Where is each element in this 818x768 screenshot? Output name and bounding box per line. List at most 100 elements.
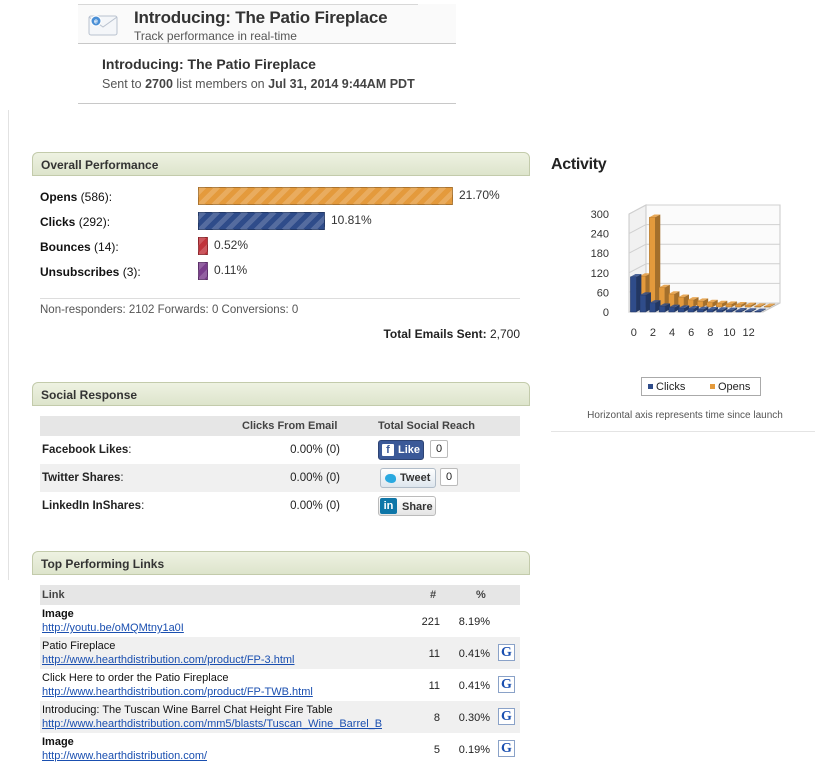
- metric-bar-opens: [198, 187, 453, 205]
- bar-opens: [735, 304, 742, 308]
- google-analytics-icon[interactable]: G: [498, 644, 515, 661]
- link-row: Image http://youtu.be/oMQMtny1a0I 221 8.19%: [40, 605, 520, 637]
- chart-legend: Clicks Opens: [641, 377, 761, 396]
- tweet-label: Tweet: [400, 472, 431, 484]
- x-tick-label: 0: [631, 327, 637, 339]
- metric-pct-clicks: 10.81%: [331, 213, 372, 227]
- social-clicks-value: 0.00% (0): [290, 444, 340, 456]
- link-title: Image: [42, 736, 74, 748]
- bar-top-clicks: [659, 303, 671, 307]
- bar-top-opens: [745, 302, 757, 306]
- link-click-pct: 8.19%: [458, 616, 490, 628]
- metric-bar-unsubscribes: [198, 262, 208, 280]
- social-name: LinkedIn InShares:: [42, 500, 145, 512]
- metric-label-clicks: Clicks (292):: [40, 215, 110, 229]
- bar-top-clicks: [754, 308, 766, 312]
- y-tick-label: 240: [591, 229, 609, 241]
- link-click-pct: 0.19%: [458, 744, 490, 756]
- campaign-card: Introducing: The Patio Fireplace Sent to…: [78, 44, 456, 104]
- bar-top-opens: [706, 299, 718, 303]
- gridline-side: [628, 243, 647, 254]
- social-row-facebook-likes: Facebook Likes: 0.00% (0) f Like 0: [40, 436, 520, 464]
- link-url[interactable]: http://youtu.be/oMQMtny1a0I: [42, 622, 184, 634]
- social-name-suffix: :: [120, 472, 124, 484]
- bar-top-opens: [716, 300, 728, 304]
- links-table-header: Link # %: [40, 585, 520, 605]
- metric-label-opens: Opens (586):: [40, 190, 112, 204]
- x-tick-label: 8: [707, 327, 713, 339]
- like-label: Like: [398, 444, 421, 456]
- facebook-like-button[interactable]: f Like: [378, 440, 424, 460]
- metric-count: (14):: [90, 240, 119, 254]
- metric-count: (3):: [119, 265, 141, 279]
- link-title: Image: [42, 608, 74, 620]
- page-subtitle: Track performance in real-time: [134, 29, 297, 43]
- bar-top-clicks: [745, 308, 757, 312]
- bar-side-clicks: [751, 308, 757, 312]
- bar-clicks: [725, 310, 733, 313]
- activity-divider: [551, 431, 815, 432]
- bar-clicks: [687, 308, 695, 313]
- bar-opens: [725, 303, 733, 308]
- bar-side-clicks: [722, 307, 728, 312]
- link-row: Click Here to order the Patio Fireplace h…: [40, 669, 520, 701]
- total-label: Total Emails Sent:: [383, 327, 487, 341]
- link-click-count: 11: [428, 648, 440, 660]
- col-clicks-from-email: Clicks From Email: [242, 420, 338, 432]
- bar-top-clicks: [697, 306, 709, 310]
- legend-opens-swatch: [710, 384, 715, 389]
- google-analytics-icon[interactable]: G: [498, 708, 515, 725]
- bar-side-clicks: [741, 307, 747, 312]
- bar-top-opens: [725, 301, 737, 305]
- bar-top-opens: [764, 303, 776, 307]
- social-name: Facebook Likes:: [42, 444, 132, 456]
- link-click-count: 5: [433, 744, 440, 756]
- left-divider: [8, 110, 9, 580]
- chart-axis-note: Horizontal axis represents time since la…: [587, 410, 783, 421]
- page-title: Introducing: The Patio Fireplace: [134, 8, 388, 27]
- google-analytics-icon[interactable]: G: [498, 740, 515, 757]
- bar-top-opens: [668, 291, 680, 294]
- top-links-heading: Top Performing Links: [32, 551, 530, 575]
- non-responders-text: Non-responders: 2102 Forwards: 0 Convers…: [40, 304, 299, 316]
- facebook-like-count: 0: [430, 440, 448, 458]
- bar-side-clicks: [703, 306, 709, 312]
- bar-top-opens: [754, 303, 766, 307]
- link-row: Image http://www.hearthdistribution.com/5…: [40, 733, 520, 765]
- legend-clicks-label: Clicks: [656, 381, 686, 393]
- link-url[interactable]: http://www.hearthdistribution.com/produc…: [42, 654, 295, 666]
- google-analytics-icon[interactable]: G: [498, 676, 515, 693]
- social-response-heading: Social Response: [32, 382, 530, 406]
- linkedin-icon: in: [380, 498, 397, 514]
- link-url[interactable]: http://www.hearthdistribution.com/mm5/bl…: [42, 718, 383, 730]
- campaign-title: Introducing: The Patio Fireplace: [102, 56, 316, 72]
- metric-name: Clicks: [40, 215, 76, 229]
- bar-side-opens: [731, 301, 737, 308]
- twitter-bird-icon: [385, 474, 396, 483]
- bar-side-opens: [712, 299, 718, 308]
- link-click-count: 8: [433, 712, 440, 724]
- metric-pct-opens: 21.70%: [459, 188, 500, 202]
- gridline-side: [628, 224, 647, 235]
- bar-top-clicks: [678, 305, 690, 309]
- metric-pct-unsubscribes: 0.11%: [214, 263, 248, 277]
- link-row: Patio Fireplace http://www.hearthdistribu…: [40, 637, 520, 669]
- link-url[interactable]: http://www.hearthdistribution.com/: [42, 750, 208, 762]
- bar-top-opens: [639, 273, 651, 277]
- sent-date: Jul 31, 2014 9:44AM PDT: [268, 77, 415, 91]
- bar-clicks: [697, 309, 704, 313]
- linkedin-share-button[interactable]: in Share: [378, 496, 436, 516]
- link-url[interactable]: http://www.hearthdistribution.com/produc…: [42, 686, 313, 698]
- legend-opens-label: Opens: [718, 381, 751, 393]
- bar-top-clicks: [735, 307, 747, 311]
- bar-side-opens: [741, 302, 747, 308]
- bar-opens: [754, 305, 761, 308]
- bar-top-clicks: [716, 307, 728, 311]
- campaign-sent-line: Sent to 2700 list members on Jul 31, 201…: [102, 77, 415, 91]
- col-link: Link: [42, 589, 65, 601]
- x-tick-label: 10: [723, 327, 735, 339]
- tweet-button[interactable]: Tweet: [380, 468, 436, 488]
- x-tick-label: 2: [650, 327, 656, 339]
- bar-side-clicks: [760, 308, 766, 312]
- bar-top-opens: [649, 214, 661, 218]
